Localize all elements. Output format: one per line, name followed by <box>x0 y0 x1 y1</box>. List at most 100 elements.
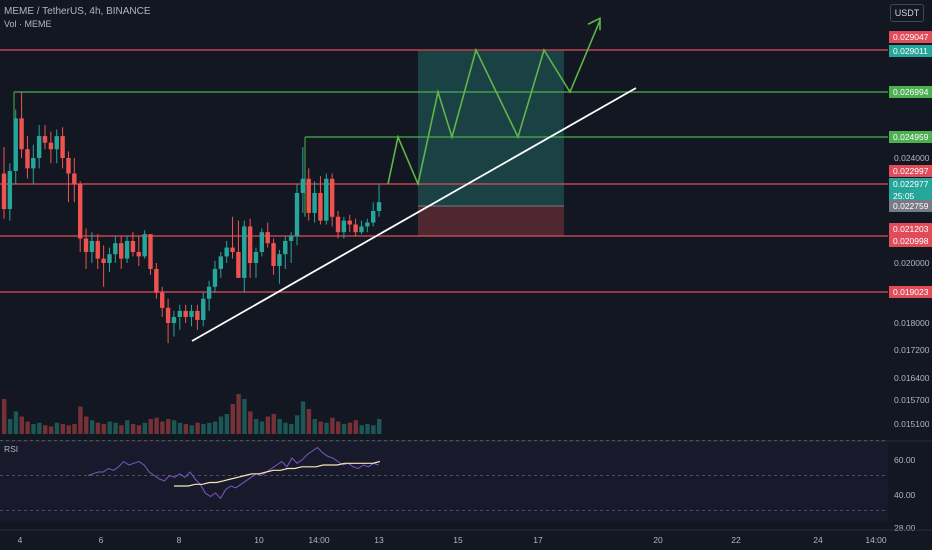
candle-body <box>376 202 382 211</box>
volume-bar <box>19 416 24 434</box>
rsi-ma-line <box>174 460 381 487</box>
rsi-line <box>87 446 379 500</box>
volume-bar <box>142 422 148 434</box>
candle-body <box>66 158 71 174</box>
candle-body <box>113 243 118 255</box>
candle-body <box>277 254 282 266</box>
candle-body <box>36 136 42 158</box>
volume-bar <box>347 422 353 434</box>
candle-body <box>294 192 300 237</box>
candle-body <box>365 222 370 227</box>
volume-bar <box>66 425 71 434</box>
volume-bar <box>224 414 230 434</box>
volume-bar <box>300 401 306 434</box>
volume-bar <box>25 421 30 434</box>
candle-body <box>119 243 124 259</box>
candle-body <box>31 158 36 169</box>
volume-bar <box>148 419 153 434</box>
candle-body <box>265 232 270 244</box>
time-axis-tick: 15 <box>453 535 463 545</box>
volume-legend: Vol · MEME <box>4 19 52 29</box>
time-axis-tick: 6 <box>99 535 104 545</box>
candle-body <box>124 240 130 259</box>
volume-bar <box>160 421 165 434</box>
candle-body <box>359 226 364 233</box>
candle-body <box>271 243 276 266</box>
volume-bar <box>242 399 247 434</box>
candle-body <box>224 247 229 257</box>
price-axis-tick: 0.018000 <box>894 318 930 328</box>
volume-bar <box>2 399 7 434</box>
volume-bar <box>89 420 95 434</box>
candle-body <box>283 240 288 255</box>
candle-body <box>312 192 317 213</box>
candle-body <box>300 178 306 193</box>
volume-bar <box>113 422 118 434</box>
candle-body <box>160 292 165 308</box>
candle-body <box>353 224 358 233</box>
candle-body <box>347 220 352 225</box>
rsi-axis-tick: 28.00 <box>894 523 916 533</box>
currency-button[interactable]: USDT <box>890 4 924 22</box>
price-label-box <box>889 86 932 98</box>
price-axis-tick: 0.015100 <box>894 419 930 429</box>
price-label: 0.022759 <box>893 201 929 211</box>
volume-bar <box>37 422 42 434</box>
candle-body <box>324 178 329 221</box>
candle-body <box>54 136 59 150</box>
rsi-axis-tick: 60.00 <box>894 455 916 465</box>
volume-bar <box>289 424 294 434</box>
price-axis-tick: 0.015700 <box>894 395 930 405</box>
candle-body <box>48 142 54 150</box>
candle-body <box>148 234 153 269</box>
volume-bar <box>371 425 376 434</box>
price-label-box <box>889 235 932 247</box>
volume-bar <box>48 426 54 434</box>
price-label: 0.026994 <box>893 87 929 97</box>
candle-body <box>341 220 347 233</box>
candle-body <box>247 226 253 263</box>
volume-bar <box>248 411 253 434</box>
volume-bar <box>13 411 19 434</box>
volume-bar <box>189 425 194 434</box>
volume-bar <box>283 422 288 434</box>
candle-body <box>189 310 194 317</box>
candle-body <box>236 251 241 278</box>
price-label: 0.022977 <box>893 179 929 189</box>
symbol-title: MEME / TetherUS, 4h, BINANCE <box>4 6 151 17</box>
position-stop-zone <box>418 206 564 236</box>
volume-bar <box>336 421 341 434</box>
price-axis-tick: 0.024000 <box>894 153 930 163</box>
candle-body <box>195 310 200 320</box>
volume-bar <box>341 424 347 434</box>
volume-bar <box>306 409 312 434</box>
candle-body <box>25 149 30 169</box>
candle-body <box>183 310 188 317</box>
price-label: 0.022997 <box>893 166 929 176</box>
volume-bar <box>166 419 171 434</box>
candle-body <box>171 316 177 323</box>
price-label: 25:05 <box>893 191 915 201</box>
rsi-panel <box>0 441 888 521</box>
price-label-box <box>889 45 932 57</box>
volume-bar <box>259 421 265 434</box>
rsi-label: RSI <box>4 444 18 454</box>
volume-bar <box>78 406 83 434</box>
volume-bar <box>95 422 101 434</box>
volume-bar <box>230 404 235 434</box>
candle-body <box>230 247 235 252</box>
candle-body <box>306 178 311 213</box>
candle-body <box>1 173 7 210</box>
candle-body <box>95 240 100 259</box>
candle-body <box>154 268 159 293</box>
candle-body <box>212 268 218 287</box>
position-target-zone <box>418 50 564 207</box>
price-label-box <box>889 200 932 212</box>
candle-body <box>89 240 95 252</box>
candle-body <box>259 232 265 252</box>
volume-bar <box>324 422 329 434</box>
time-axis-tick: 4 <box>18 535 23 545</box>
volume-bar <box>212 421 218 434</box>
candle-body <box>107 254 112 263</box>
